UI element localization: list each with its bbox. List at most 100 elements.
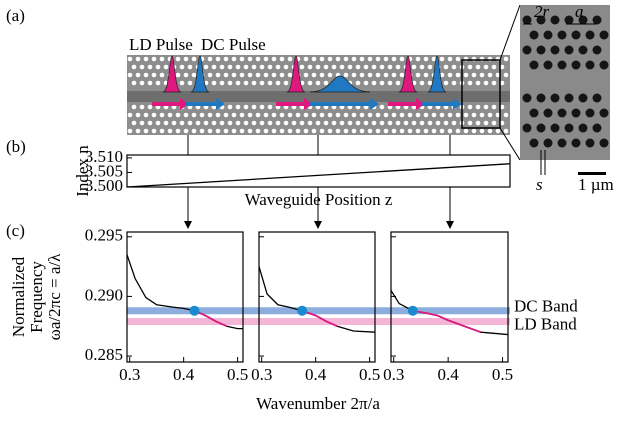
hole xyxy=(299,136,305,142)
hole xyxy=(379,64,385,70)
hole xyxy=(231,72,237,78)
pulse xyxy=(162,55,182,93)
hole xyxy=(143,72,149,78)
hole xyxy=(135,112,141,118)
series-line xyxy=(126,254,243,330)
sem-hole xyxy=(585,30,595,40)
y-axis-label: Frequency xyxy=(27,261,46,333)
hole xyxy=(303,72,309,78)
hole xyxy=(395,120,401,126)
hole xyxy=(251,120,257,126)
sem-hole xyxy=(543,60,553,70)
hole xyxy=(147,80,153,86)
hole xyxy=(375,56,381,62)
sem-hole xyxy=(571,30,581,40)
hole xyxy=(483,64,489,70)
hole xyxy=(443,120,449,126)
hole xyxy=(475,80,481,86)
x-tick-label: 0.4 xyxy=(305,365,327,384)
hole xyxy=(363,120,369,126)
hole xyxy=(359,56,365,62)
hole xyxy=(199,112,205,118)
hole xyxy=(191,56,197,62)
sem-hole xyxy=(571,108,581,118)
hole xyxy=(451,80,457,86)
hole xyxy=(259,64,265,70)
hole xyxy=(271,56,277,62)
hole xyxy=(475,64,481,70)
hole xyxy=(407,112,413,118)
hole xyxy=(355,120,361,126)
hole xyxy=(319,72,325,78)
hole xyxy=(211,80,217,86)
sem-hole xyxy=(522,93,532,103)
hole xyxy=(259,104,265,110)
hole xyxy=(451,120,457,126)
hole xyxy=(227,104,233,110)
hole xyxy=(327,72,333,78)
sem-hole xyxy=(536,93,546,103)
hole xyxy=(395,64,401,70)
hole xyxy=(355,64,361,70)
sem-bg xyxy=(520,5,610,160)
hole xyxy=(203,64,209,70)
hole xyxy=(375,128,381,134)
hole xyxy=(383,56,389,62)
waveguide xyxy=(127,4,521,161)
sem-hole xyxy=(585,138,595,148)
pulse xyxy=(309,75,371,93)
hole xyxy=(187,120,193,126)
x-tick-label: 0.4 xyxy=(173,365,195,384)
sem-hole xyxy=(536,15,546,25)
hole xyxy=(291,136,297,142)
hole xyxy=(183,128,189,134)
hole xyxy=(283,80,289,86)
hole xyxy=(371,136,377,142)
hole xyxy=(479,112,485,118)
sem-hole xyxy=(529,30,539,40)
hole xyxy=(195,136,201,142)
hole xyxy=(439,128,445,134)
hole xyxy=(443,80,449,86)
hole xyxy=(239,56,245,62)
hole xyxy=(463,112,469,118)
hole xyxy=(243,136,249,142)
hole xyxy=(447,72,453,78)
hole xyxy=(215,56,221,62)
hole xyxy=(399,72,405,78)
x-axis-label: Waveguide Position z xyxy=(245,190,393,209)
hole xyxy=(147,104,153,110)
hole xyxy=(503,56,509,62)
hole xyxy=(135,56,141,62)
pulse xyxy=(190,55,210,93)
hole xyxy=(479,128,485,134)
band-label: DC Band xyxy=(514,297,578,316)
hole xyxy=(379,136,385,142)
hole xyxy=(271,112,277,118)
hole xyxy=(451,64,457,70)
hole xyxy=(403,136,409,142)
hole xyxy=(431,56,437,62)
line-defect xyxy=(127,91,510,102)
hole xyxy=(219,64,225,70)
zoom-box xyxy=(461,59,501,129)
hole xyxy=(427,136,433,142)
hole xyxy=(327,56,333,62)
hole xyxy=(215,112,221,118)
hole xyxy=(455,128,461,134)
hole xyxy=(283,120,289,126)
hole xyxy=(199,128,205,134)
hole xyxy=(275,64,281,70)
hole xyxy=(419,64,425,70)
scale-bar xyxy=(578,172,606,175)
hole xyxy=(187,80,193,86)
hole xyxy=(139,104,145,110)
hole xyxy=(307,80,313,86)
hole xyxy=(227,120,233,126)
hole xyxy=(471,72,477,78)
sem-hole xyxy=(543,108,553,118)
hole xyxy=(451,136,457,142)
hole xyxy=(139,136,145,142)
y-axis-label: ωa/2πc = a/λ xyxy=(45,253,64,340)
hole xyxy=(235,120,241,126)
